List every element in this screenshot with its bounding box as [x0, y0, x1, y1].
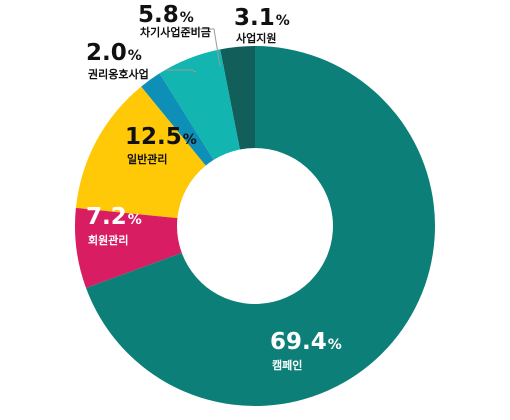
category-label-1: 사업지원 — [236, 31, 276, 45]
category-label-5: 회원관리 — [88, 233, 128, 247]
leader-line-2 — [188, 28, 221, 67]
value-label-5: 7.2% — [86, 204, 142, 230]
leader-line-3 — [165, 69, 197, 73]
value-label-6: 69.4% — [270, 329, 342, 355]
value-label-3: 2.0% — [86, 40, 142, 66]
category-label-3: 권리옹호사업 — [88, 67, 149, 81]
value-label-1: 3.1% — [234, 5, 290, 31]
donut-slice-6 — [86, 46, 436, 406]
category-label-6: 캠페인 — [272, 358, 302, 372]
donut-slice-1 — [220, 46, 255, 150]
donut-slices — [74, 46, 436, 406]
value-label-4: 12.5% — [125, 124, 197, 150]
donut-slice-2 — [159, 49, 240, 160]
value-label-2: 5.8% — [138, 2, 194, 28]
category-label-2: 차기사업준비금 — [140, 25, 211, 39]
category-label-4: 일반관리 — [127, 152, 167, 166]
donut-slice-3 — [141, 73, 214, 166]
donut-slice-5 — [74, 207, 182, 289]
leader-lines — [165, 28, 221, 73]
donut-slice-4 — [75, 86, 206, 219]
